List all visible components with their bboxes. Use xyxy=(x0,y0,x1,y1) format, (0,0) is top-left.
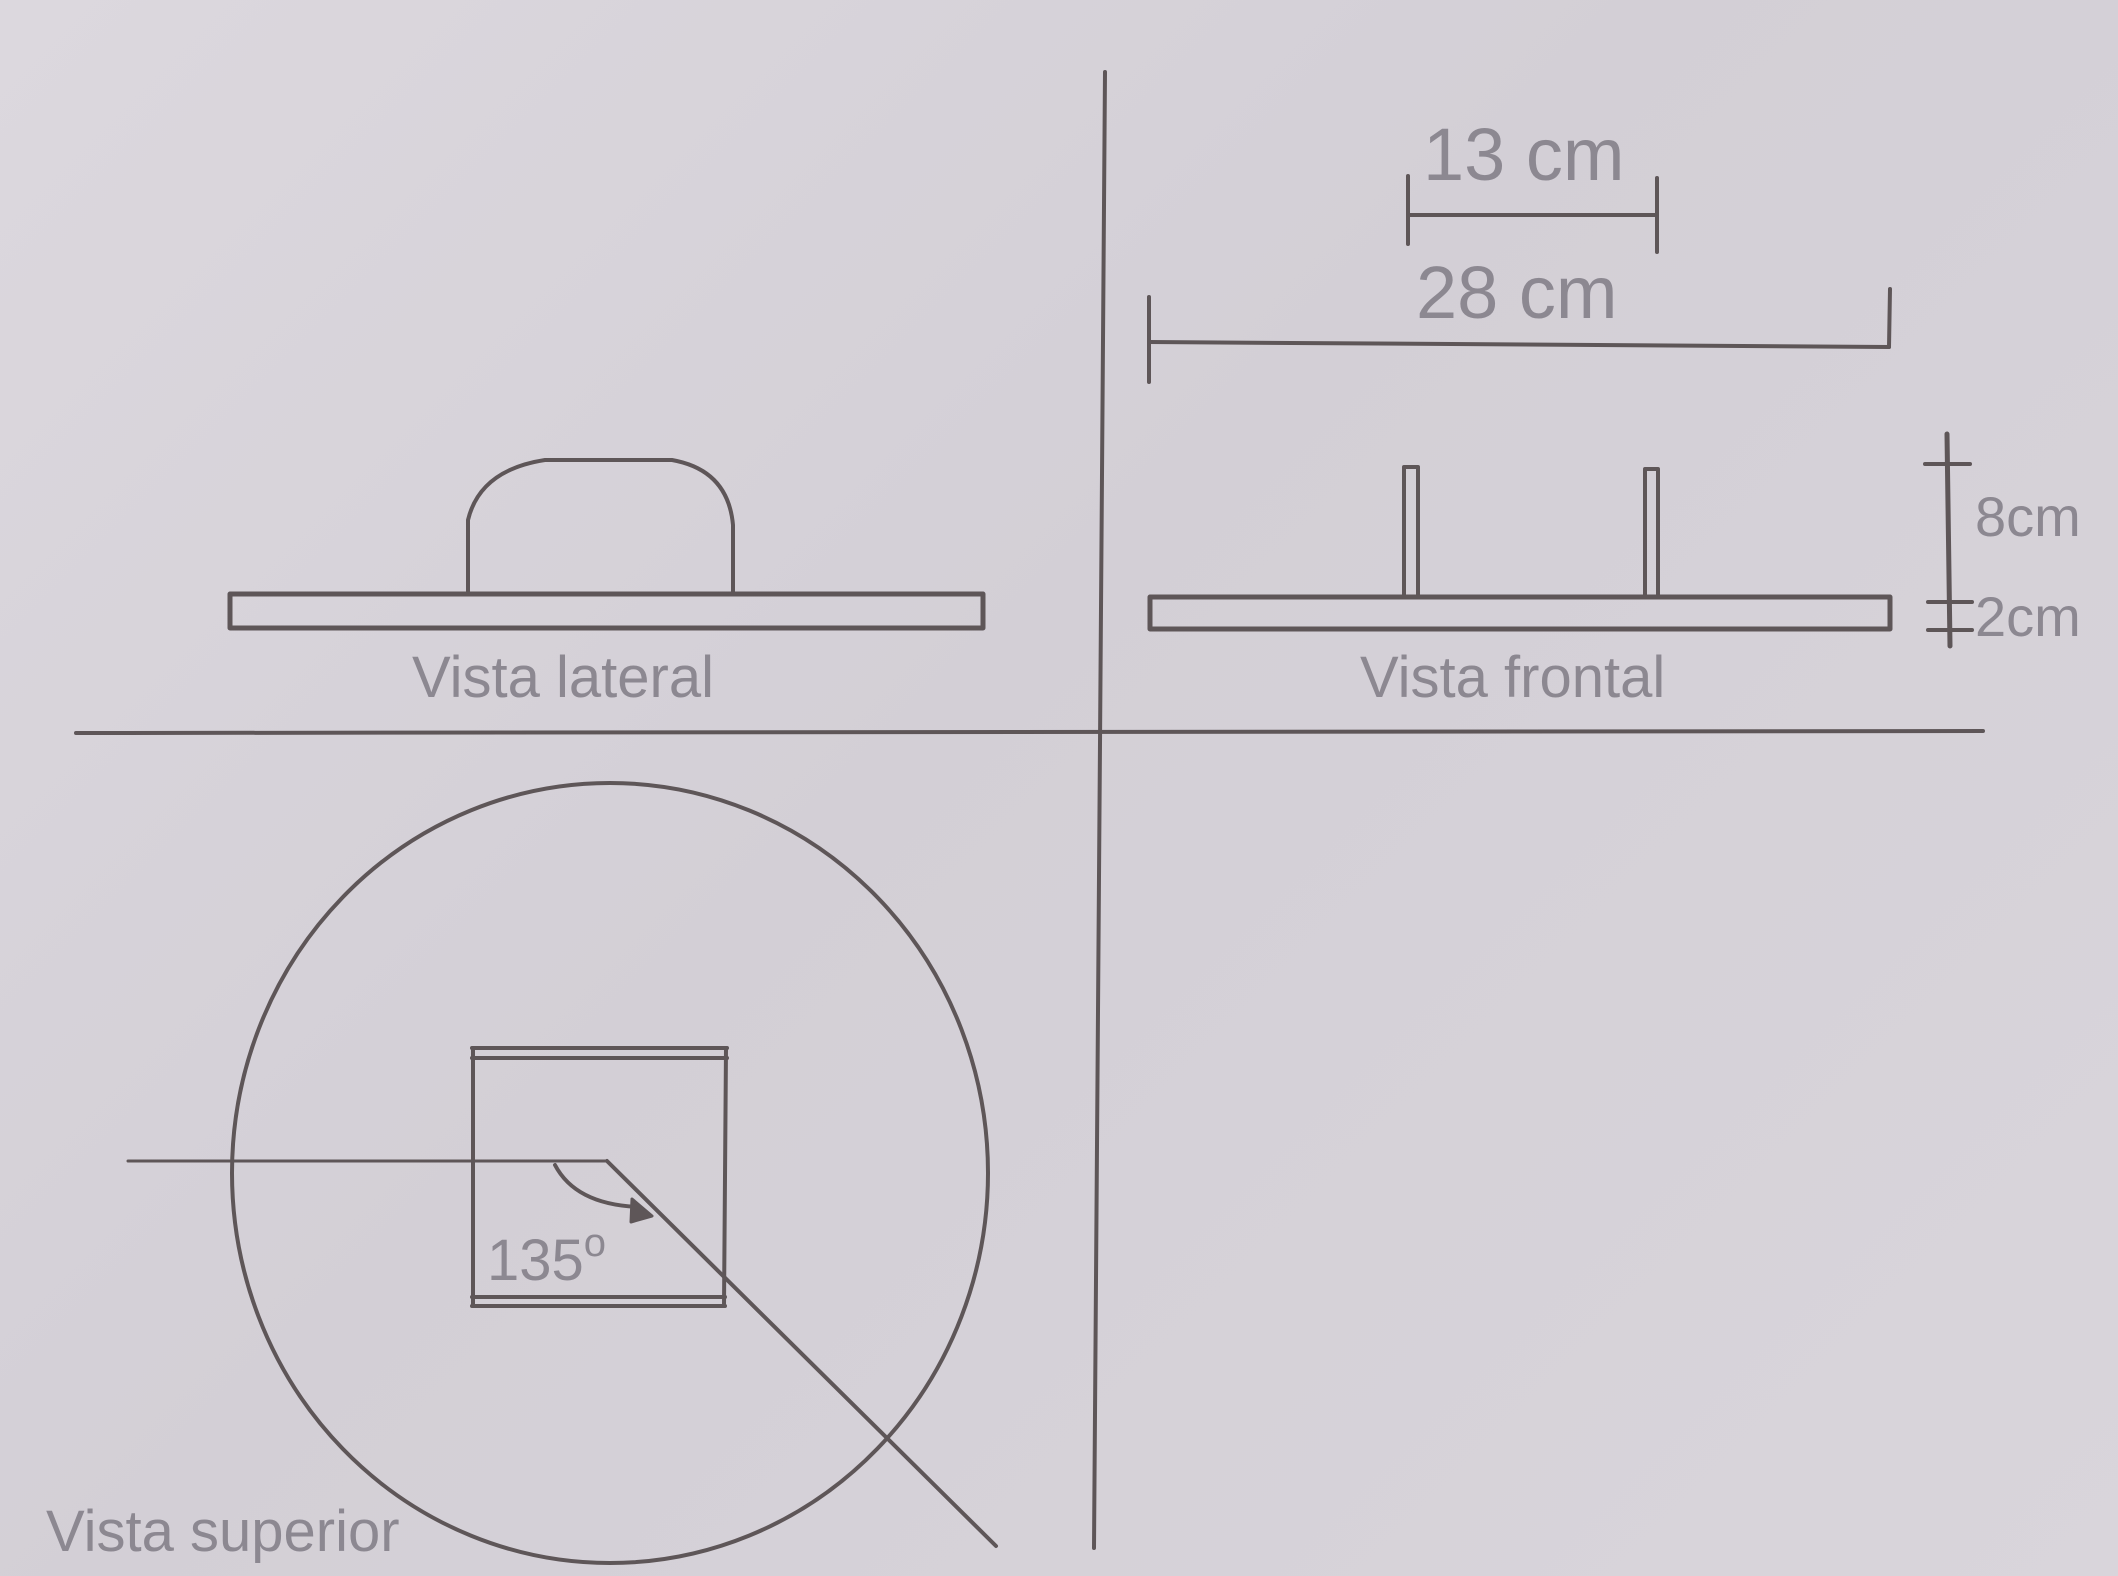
frontal-view xyxy=(1147,174,1974,649)
dimension-vertical xyxy=(1923,431,1974,649)
base-thickness-label: 2cm xyxy=(1975,585,2081,648)
angle-label: 135o xyxy=(487,1221,606,1293)
horizontal-divider-line xyxy=(74,729,1985,735)
top-view xyxy=(126,781,998,1565)
lateral-base-plate xyxy=(227,591,986,631)
lateral-view xyxy=(227,458,986,631)
top-view-square xyxy=(470,1046,729,1308)
top-view-base-disc xyxy=(230,781,990,1565)
frontal-left-post xyxy=(1402,465,1420,599)
angle-arc xyxy=(553,1163,642,1209)
dimension-13cm xyxy=(1406,174,1659,254)
frontal-base-plate xyxy=(1147,594,1893,632)
dimension-28cm xyxy=(1147,287,1892,384)
vertical-divider-line xyxy=(1092,70,1107,1550)
lateral-view-label: Vista lateral xyxy=(412,645,714,710)
lateral-dome xyxy=(466,458,735,596)
angle-degree-mark: o xyxy=(584,1221,606,1265)
frontal-view-label: Vista frontal xyxy=(1360,645,1665,710)
post-height-label: 8cm xyxy=(1975,485,2081,548)
rotation-diagonal-line xyxy=(605,1159,998,1548)
angle-value: 135 xyxy=(487,1228,584,1293)
top-view-label: Vista superior xyxy=(46,1499,400,1564)
top-width-label: 13 cm xyxy=(1423,113,1625,196)
total-width-label: 28 cm xyxy=(1416,251,1618,334)
frontal-right-post xyxy=(1643,467,1660,599)
angle-arrowhead xyxy=(629,1197,654,1224)
